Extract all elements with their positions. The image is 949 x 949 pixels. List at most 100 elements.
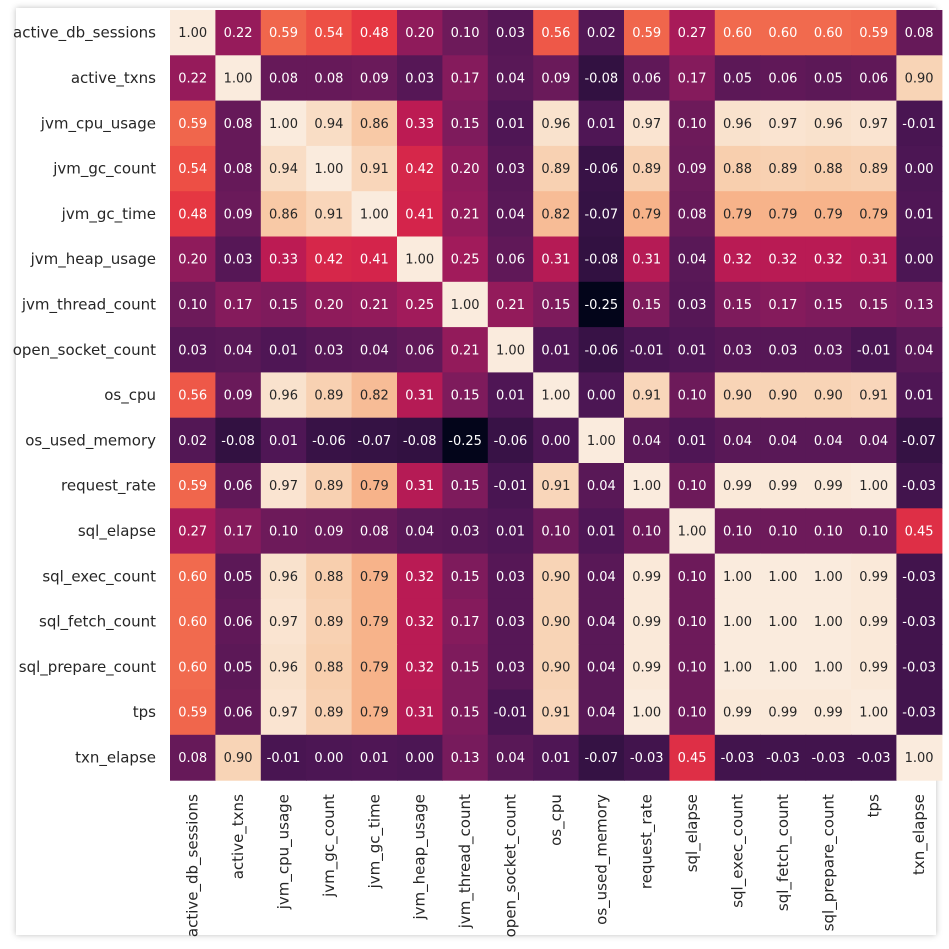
cell-jvm_thread_count-active_db_sessions bbox=[170, 281, 216, 328]
cell-value-label: -0.25 bbox=[584, 298, 618, 313]
x-label-os_cpu: os_cpu bbox=[547, 794, 566, 846]
cell-value-label: 0.10 bbox=[632, 524, 661, 539]
cell-value-label: 0.08 bbox=[178, 751, 207, 766]
cell-value-label: 0.01 bbox=[678, 434, 707, 449]
cell-jvm_cpu_usage-txn_elapse bbox=[896, 100, 943, 147]
cell-sql_prepare_count-open_socket_count bbox=[487, 644, 534, 691]
cell-jvm_gc_count-jvm_thread_count bbox=[442, 145, 489, 192]
cell-value-label: 0.27 bbox=[178, 524, 207, 539]
y-label-open_socket_count: open_socket_count bbox=[13, 341, 156, 360]
cell-value-label: 0.08 bbox=[224, 162, 253, 177]
cell-sql_prepare_count-jvm_gc_time bbox=[351, 644, 398, 691]
cell-value-label: 1.00 bbox=[905, 751, 934, 766]
cell-value-label: 0.10 bbox=[178, 298, 207, 313]
cell-value-label: 0.10 bbox=[678, 660, 707, 675]
cell-value-label: 0.60 bbox=[723, 26, 752, 41]
cell-jvm_thread_count-jvm_thread_count bbox=[442, 281, 489, 328]
cell-value-label: -0.03 bbox=[766, 751, 800, 766]
cell-value-label: 0.20 bbox=[451, 162, 480, 177]
x-label-active_db_sessions: active_db_sessions bbox=[184, 794, 203, 937]
cell-value-label: 0.21 bbox=[451, 207, 480, 222]
cell-jvm_gc_count-jvm_gc_time bbox=[351, 145, 398, 192]
cell-jvm_gc_time-request_rate bbox=[624, 191, 670, 238]
cell-value-label: -0.07 bbox=[902, 434, 936, 449]
cell-open_socket_count-jvm_gc_time bbox=[351, 327, 398, 373]
cell-value-label: 0.21 bbox=[360, 298, 389, 313]
cell-value-label: 0.17 bbox=[768, 298, 797, 313]
cell-sql_fetch_count-jvm_heap_usage bbox=[397, 598, 443, 645]
cell-jvm_cpu_usage-jvm_thread_count bbox=[442, 100, 489, 147]
cell-value-label: 1.00 bbox=[768, 570, 797, 585]
cell-value-label: 1.00 bbox=[678, 524, 707, 539]
cell-value-label: 0.32 bbox=[723, 253, 752, 268]
cell-value-label: 1.00 bbox=[496, 343, 525, 358]
cell-value-label: 0.13 bbox=[451, 751, 480, 766]
x-label-sql_elapse: sql_elapse bbox=[683, 794, 702, 872]
cell-value-label: -0.06 bbox=[494, 434, 528, 449]
x-label-sql_exec_count: sql_exec_count bbox=[729, 794, 748, 908]
cell-sql_fetch_count-jvm_gc_count bbox=[306, 598, 353, 645]
cell-jvm_heap_usage-jvm_gc_count bbox=[306, 236, 353, 283]
cell-txn_elapse-jvm_gc_count bbox=[306, 734, 353, 781]
cell-active_txns-active_txns bbox=[215, 55, 262, 102]
cell-value-label: 1.00 bbox=[859, 706, 888, 721]
cell-value-label: 0.04 bbox=[678, 253, 707, 268]
cell-value-label: 0.01 bbox=[496, 389, 525, 404]
cell-sql_prepare_count-jvm_gc_count bbox=[306, 644, 353, 691]
cell-tps-jvm_thread_count bbox=[442, 689, 489, 736]
cell-value-label: 0.09 bbox=[224, 389, 253, 404]
cell-value-label: 0.04 bbox=[632, 434, 661, 449]
cell-value-label: 1.00 bbox=[269, 117, 298, 132]
cell-value-label: 0.05 bbox=[224, 660, 253, 675]
cell-value-label: 0.59 bbox=[178, 706, 207, 721]
cell-value-label: 0.04 bbox=[496, 751, 525, 766]
x-label-tps: tps bbox=[865, 794, 883, 817]
cell-value-label: 0.03 bbox=[814, 343, 843, 358]
cell-active_db_sessions-active_txns bbox=[215, 10, 262, 56]
cell-os_used_memory-sql_elapse bbox=[669, 417, 716, 464]
cell-jvm_thread_count-jvm_gc_time bbox=[351, 281, 398, 328]
y-label-jvm_cpu_usage: jvm_cpu_usage bbox=[40, 114, 156, 133]
cell-active_txns-txn_elapse bbox=[896, 55, 943, 102]
cell-value-label: 0.91 bbox=[360, 162, 389, 177]
cell-value-label: 0.32 bbox=[814, 253, 843, 268]
cell-value-label: 0.89 bbox=[314, 706, 343, 721]
cell-value-label: 0.90 bbox=[541, 570, 570, 585]
cell-sql_prepare_count-sql_fetch_count bbox=[760, 644, 807, 691]
cell-value-label: 0.00 bbox=[905, 162, 934, 177]
cell-value-label: 0.59 bbox=[178, 117, 207, 132]
cell-sql_exec_count-sql_fetch_count bbox=[760, 553, 807, 600]
cell-value-label: 0.10 bbox=[678, 706, 707, 721]
cell-sql_exec_count-jvm_thread_count bbox=[442, 553, 489, 600]
cell-jvm_heap_usage-open_socket_count bbox=[487, 236, 534, 283]
cell-sql_exec_count-open_socket_count bbox=[487, 553, 534, 600]
cell-value-label: 0.03 bbox=[496, 26, 525, 41]
cell-tps-jvm_gc_time bbox=[351, 689, 398, 736]
cell-active_txns-active_db_sessions bbox=[170, 55, 216, 102]
cell-open_socket_count-sql_prepare_count bbox=[805, 327, 852, 373]
cell-value-label: 0.15 bbox=[859, 298, 888, 313]
cell-sql_fetch_count-sql_fetch_count bbox=[760, 598, 807, 645]
y-label-sql_exec_count: sql_exec_count bbox=[42, 567, 156, 586]
cell-value-label: 0.02 bbox=[587, 26, 616, 41]
cell-os_used_memory-open_socket_count bbox=[487, 417, 534, 464]
cell-tps-sql_exec_count bbox=[714, 689, 761, 736]
cell-value-label: 0.09 bbox=[314, 524, 343, 539]
cell-sql_fetch_count-active_db_sessions bbox=[170, 598, 216, 645]
cell-os_used_memory-jvm_gc_count bbox=[306, 417, 353, 464]
cell-value-label: 0.10 bbox=[859, 524, 888, 539]
cell-sql_fetch_count-jvm_thread_count bbox=[442, 598, 489, 645]
cell-jvm_heap_usage-tps bbox=[851, 236, 897, 283]
cell-value-label: -0.01 bbox=[267, 751, 301, 766]
cell-value-label: 0.05 bbox=[224, 570, 253, 585]
cell-value-label: -0.03 bbox=[902, 570, 936, 585]
cell-jvm_thread_count-jvm_heap_usage bbox=[397, 281, 443, 328]
cell-value-label: 0.97 bbox=[768, 117, 797, 132]
cell-txn_elapse-os_used_memory bbox=[578, 734, 625, 781]
cell-value-label: 0.79 bbox=[814, 207, 843, 222]
cell-open_socket_count-jvm_gc_count bbox=[306, 327, 353, 373]
cell-open_socket_count-active_txns bbox=[215, 327, 262, 373]
cell-sql_exec_count-sql_elapse bbox=[669, 553, 716, 600]
cell-value-label: 0.03 bbox=[768, 343, 797, 358]
cell-value-label: 0.22 bbox=[178, 71, 207, 86]
